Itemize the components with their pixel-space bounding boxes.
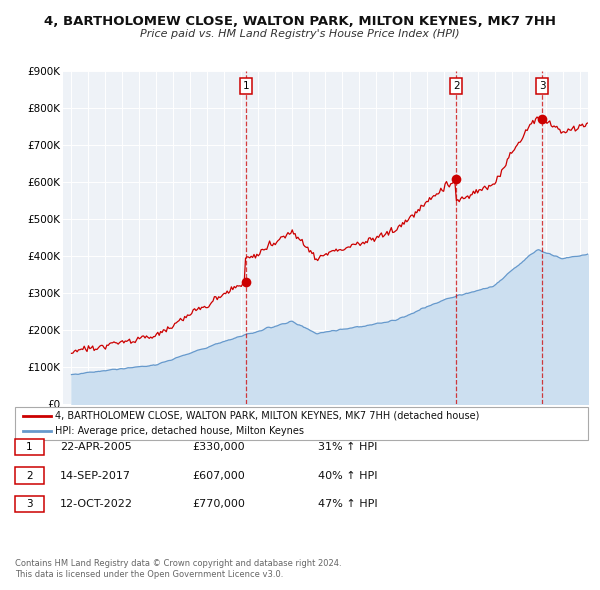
- Text: 14-SEP-2017: 14-SEP-2017: [60, 471, 131, 480]
- Text: 4, BARTHOLOMEW CLOSE, WALTON PARK, MILTON KEYNES, MK7 7HH: 4, BARTHOLOMEW CLOSE, WALTON PARK, MILTO…: [44, 15, 556, 28]
- Text: 47% ↑ HPI: 47% ↑ HPI: [318, 499, 377, 509]
- Text: 3: 3: [539, 81, 545, 91]
- Text: 1: 1: [26, 442, 33, 452]
- Text: 3: 3: [26, 499, 33, 509]
- Text: £330,000: £330,000: [192, 442, 245, 452]
- Text: £770,000: £770,000: [192, 499, 245, 509]
- Text: Contains HM Land Registry data © Crown copyright and database right 2024.: Contains HM Land Registry data © Crown c…: [15, 559, 341, 568]
- Text: Price paid vs. HM Land Registry's House Price Index (HPI): Price paid vs. HM Land Registry's House …: [140, 30, 460, 39]
- Text: £607,000: £607,000: [192, 471, 245, 480]
- Text: This data is licensed under the Open Government Licence v3.0.: This data is licensed under the Open Gov…: [15, 571, 283, 579]
- Text: 12-OCT-2022: 12-OCT-2022: [60, 499, 133, 509]
- Text: 2: 2: [26, 471, 33, 480]
- Text: HPI: Average price, detached house, Milton Keynes: HPI: Average price, detached house, Milt…: [55, 427, 304, 436]
- Text: 1: 1: [243, 81, 250, 91]
- Text: 2: 2: [453, 81, 460, 91]
- Text: 31% ↑ HPI: 31% ↑ HPI: [318, 442, 377, 452]
- Text: 4, BARTHOLOMEW CLOSE, WALTON PARK, MILTON KEYNES, MK7 7HH (detached house): 4, BARTHOLOMEW CLOSE, WALTON PARK, MILTO…: [55, 411, 479, 421]
- Text: 22-APR-2005: 22-APR-2005: [60, 442, 132, 452]
- Text: 40% ↑ HPI: 40% ↑ HPI: [318, 471, 377, 480]
